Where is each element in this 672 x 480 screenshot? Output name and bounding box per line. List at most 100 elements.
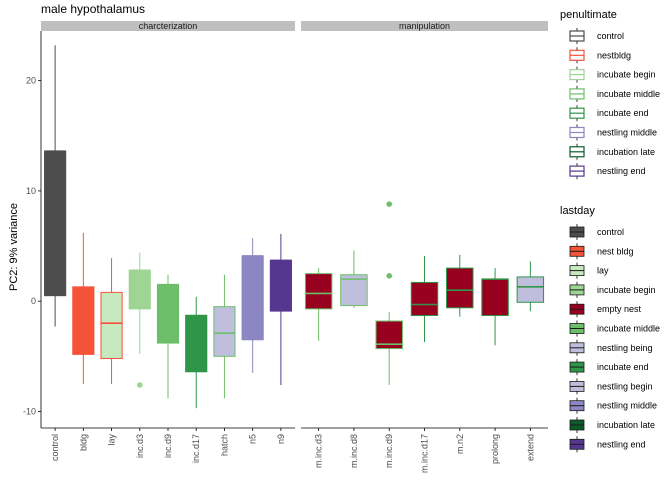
y-tick-label: 10 (26, 186, 36, 196)
facet-panel-1: manipulation m.inc.d3 m.inc.d8 m.inc.d9 m.in… (301, 21, 548, 473)
box-n9: n9 (269, 233, 292, 444)
box-m.inc.d8: m.inc.d8 (340, 250, 368, 468)
legend-key (569, 378, 585, 395)
legend-label: incubate end (597, 108, 649, 118)
box-body (241, 255, 264, 341)
legend-key (569, 47, 585, 64)
legend-key (569, 397, 585, 414)
legend-label: lay (597, 266, 609, 276)
box-m.inc.d3: m.inc.d3 (304, 268, 333, 468)
legend-key (569, 243, 585, 260)
x-tick-label: m.inc.d17 (420, 434, 430, 473)
legend-key (569, 281, 585, 298)
legend-key (569, 124, 585, 141)
legend-label: control (597, 227, 624, 237)
legend-key (569, 85, 585, 102)
legend-key (569, 66, 585, 83)
legend-label: incubation late (597, 420, 655, 430)
x-tick-label: lay (107, 434, 117, 446)
facet-strip-label: manipulation (399, 21, 450, 31)
legend-label: nestling being (597, 343, 653, 353)
box-outlier (386, 201, 393, 207)
legend-key (569, 262, 585, 279)
facet-panels: charcterization -10 0 10 20 control bldg lay inc… (23, 21, 548, 473)
box-extend: extend (516, 261, 545, 461)
x-tick-label: m.inc.d8 (349, 434, 359, 468)
legend-label: nestling begin (597, 381, 653, 391)
x-tick-label: extend (525, 434, 535, 461)
box-lay: lay (100, 258, 123, 446)
legend-penultimate: penultimate control nestbldg incubate begin… (560, 9, 660, 180)
x-tick-label: m.inc.d9 (384, 434, 394, 468)
x-tick-label: n9 (276, 434, 286, 444)
legend-label: control (597, 31, 624, 41)
box-inc.d3: inc.d3 (128, 252, 151, 458)
box-body (304, 273, 333, 310)
box-inc.d9: inc.d9 (156, 274, 180, 458)
box-bldg: bldg (72, 232, 95, 451)
legend-label: empty nest (597, 304, 642, 314)
x-tick-label: hatch (219, 434, 229, 456)
facet-panel-0: charcterization -10 0 10 20 control bldg lay inc… (23, 21, 295, 463)
legend-key (569, 339, 585, 356)
x-tick-label: bldg (78, 434, 88, 451)
x-tick-label: prolong (490, 434, 500, 464)
x-tick-label: inc.d17 (191, 434, 201, 463)
legend-key (569, 143, 585, 160)
box-hatch: hatch (213, 274, 236, 456)
box-m.n2: m.n2 (446, 254, 474, 454)
y-axis-title: PC2: 9% variance (8, 203, 20, 291)
box-inc.d17: inc.d17 (185, 296, 208, 463)
x-tick-label: m.n2 (455, 434, 465, 454)
legend-key (569, 359, 585, 376)
y-tick-label: -10 (23, 406, 36, 416)
box-body (185, 315, 208, 373)
box-body (44, 150, 67, 297)
box-m.inc.d17: m.inc.d17 (410, 255, 439, 473)
y-tick-label: 0 (31, 296, 36, 306)
x-tick-label: inc.d9 (163, 434, 173, 458)
box-body (446, 267, 474, 309)
box-body (72, 286, 95, 355)
y-tick-label: 20 (26, 76, 36, 86)
legend-key (569, 320, 585, 337)
legend-key (569, 28, 585, 44)
legend-label: incubate middle (597, 89, 660, 99)
box-body (156, 284, 180, 344)
legend-label: incubate end (597, 362, 649, 372)
legend-label: incubate middle (597, 324, 660, 334)
x-tick-label: control (50, 434, 60, 461)
legend-label: incubate begin (597, 285, 656, 295)
legend-key (569, 436, 585, 453)
box-n5: n5 (241, 238, 264, 444)
legend-title: lastday (560, 205, 595, 217)
box-body (213, 306, 236, 357)
facet-strip (41, 21, 295, 31)
box-body (269, 259, 292, 312)
box-prolong: prolong (481, 268, 509, 464)
legend-label: nestling end (597, 166, 646, 176)
legend-label: nest bldg (597, 246, 634, 256)
chart-title: male hypothalamus (41, 2, 145, 16)
legend-key (569, 163, 585, 180)
legend-label: incubation late (597, 147, 655, 157)
box-m.inc.d9: m.inc.d9 (375, 201, 403, 468)
legend-label: incubate begin (597, 70, 656, 80)
legend-label: nestling end (597, 439, 646, 449)
legend-key (569, 105, 585, 122)
legends: penultimate control nestbldg incubate begin… (560, 9, 660, 453)
box-outlier (136, 382, 143, 388)
legend-key (569, 224, 585, 240)
legend-label: nestbldg (597, 50, 631, 60)
legend-label: nestling middle (597, 401, 657, 411)
legend-key (569, 301, 585, 318)
box-body (100, 291, 123, 360)
box-outlier (386, 273, 393, 279)
legend-key (569, 417, 585, 433)
x-tick-label: n5 (248, 434, 258, 444)
facet-strip (301, 21, 548, 31)
box-control: control (44, 45, 67, 461)
facet-strip-label: charcterization (139, 21, 198, 31)
